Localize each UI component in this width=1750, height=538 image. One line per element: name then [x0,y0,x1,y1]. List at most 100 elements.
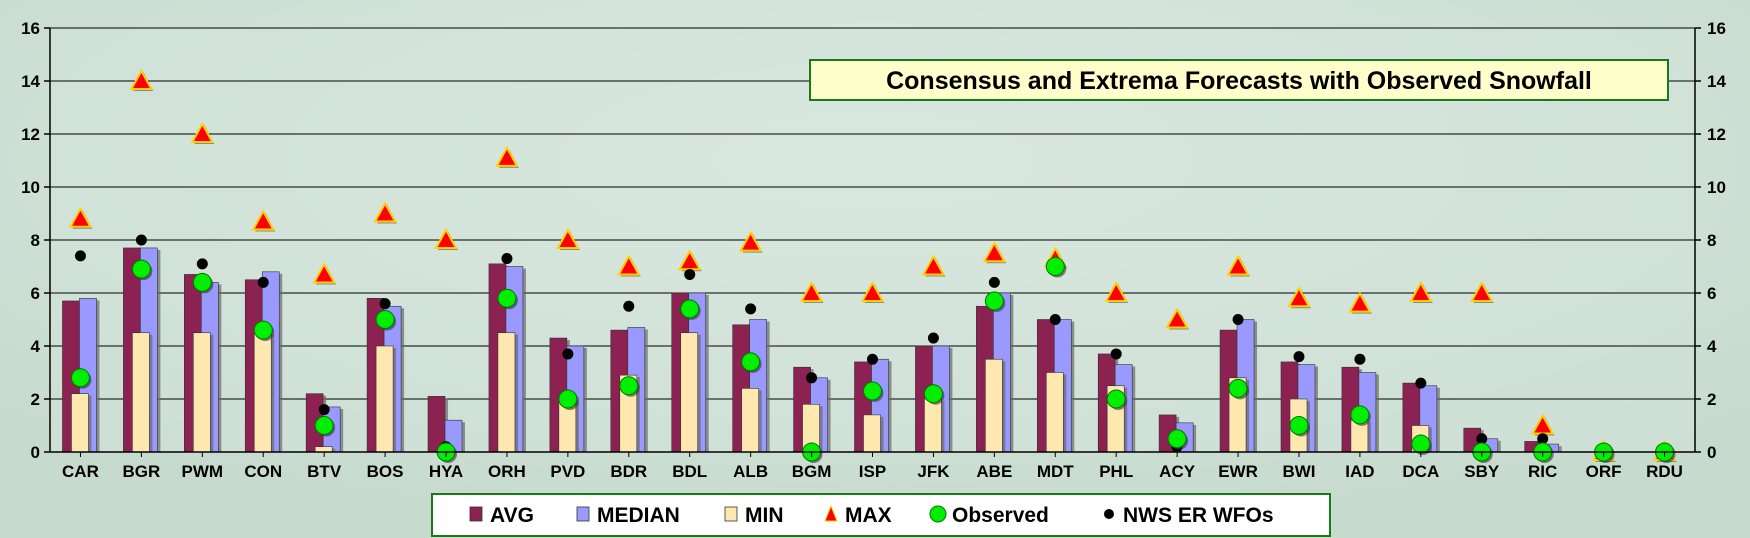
max-marker [1470,280,1494,302]
x-tick-label: ABE [976,462,1012,481]
max-marker [921,254,946,276]
legend-swatch-max [824,504,838,522]
y-tick-label-left: 16 [21,19,40,38]
nws-wfo-marker [745,303,757,315]
max-marker [617,254,641,276]
y-tick-label-left: 10 [21,178,40,197]
bar-min [680,332,699,453]
y-tick-label-right: 4 [1707,337,1717,356]
nws-wfo-marker [196,258,208,270]
chart-title: Consensus and Extrema Forecasts with Obs… [886,67,1592,95]
legend-label-median: MEDIAN [597,504,680,527]
max-marker [190,121,215,143]
x-tick-label: PHL [1099,462,1133,481]
nws-wfo-marker [501,253,513,265]
max-marker [434,227,458,249]
legend-swatch-min [724,506,738,522]
y-tick-label-right: 2 [1707,390,1716,409]
bar-min [1045,372,1064,453]
y-tick-label-left: 0 [31,443,40,462]
legend-swatch-observed [929,505,947,523]
bar-min [375,345,394,453]
x-tick-label: BWI [1282,462,1315,481]
observed-marker [1045,257,1065,276]
observed-marker [375,310,395,329]
max-marker [860,280,885,302]
nws-wfo-marker [1049,314,1061,325]
max-marker [1226,254,1250,276]
title-box-background [809,59,1669,101]
bar-min [132,332,150,453]
max-marker [556,227,580,249]
max-marker [1165,307,1189,329]
max-marker [799,280,824,302]
nws-wfo-marker [318,404,330,416]
observed-marker [192,272,212,292]
axes: 0 0 2 2 4 4 6 6 8 8 10 10 12 12 14 14 16 16 CAR BGR PWM CON BT… [21,19,1726,481]
max-marker [129,68,154,90]
max-marker [1287,286,1311,308]
max-marker [68,206,93,228]
nws-wfo-marker [684,268,696,280]
max-marker [738,230,763,252]
observed-marker [863,381,882,401]
observed-marker [70,368,90,388]
legend-swatch-nws-er-wfos [1104,509,1114,519]
legend-swatch-avg [469,506,483,522]
y-tick-label-right: 8 [1707,231,1716,250]
nws-wfo-marker [379,298,391,310]
max-marker [373,201,397,223]
markers [68,68,1677,463]
x-tick-label: BGM [792,462,832,481]
x-tick-label: PVD [550,462,585,481]
observed-marker [1167,429,1187,449]
legend-label-max: MAX [845,504,892,527]
x-tick-label: BDL [672,462,707,481]
observed-marker [131,259,151,279]
bar-min [924,398,942,453]
x-tick-label: HYA [429,462,463,481]
nws-wfo-marker [1293,351,1305,363]
y-tick-label-left: 4 [31,337,41,356]
x-tick-label: BTV [307,462,342,481]
y-tick-label-right: 16 [1707,19,1726,38]
x-tick-label: RIC [1528,462,1557,481]
bar-min [193,332,211,453]
observed-marker [1228,378,1248,398]
y-tick-label-right: 10 [1707,178,1726,197]
chart-title-box: Consensus and Extrema Forecasts with Obs… [809,59,1669,101]
y-tick-label-left: 2 [31,390,40,409]
observed-marker [1106,389,1126,409]
x-tick-label: CAR [62,462,99,481]
y-tick-label-left: 8 [31,231,40,250]
observed-marker [1289,416,1309,435]
observed-marker [741,352,761,372]
observed-marker [314,416,334,435]
max-marker [251,209,275,231]
x-tick-label: MDT [1037,462,1074,481]
observed-marker [984,291,1004,311]
bar-min [741,388,759,453]
nws-wfo-marker [562,348,574,360]
nws-wfo-marker [927,332,939,344]
max-marker [312,262,336,284]
x-tick-label: EWR [1218,462,1258,481]
x-tick-label: BOS [367,462,404,481]
y-tick-label-right: 14 [1707,72,1726,91]
legend: AVG MEDIAN MIN MAX Observed NWS ER WFOs [431,493,1331,537]
observed-marker [253,320,273,340]
nws-wfo-marker [1232,314,1244,325]
bar-min [863,414,881,453]
x-tick-label: ORF [1586,462,1622,481]
y-tick-label-left: 6 [31,284,40,303]
y-tick-label-right: 12 [1707,125,1726,144]
legend-label-avg: AVG [490,504,534,527]
y-tick-label-right: 0 [1707,443,1716,462]
x-tick-label: ALB [733,462,768,481]
x-tick-label: ORH [488,462,526,481]
nws-wfo-marker [1476,433,1488,445]
x-tick-label: PWM [182,462,224,481]
x-tick-label: ISP [859,462,886,481]
